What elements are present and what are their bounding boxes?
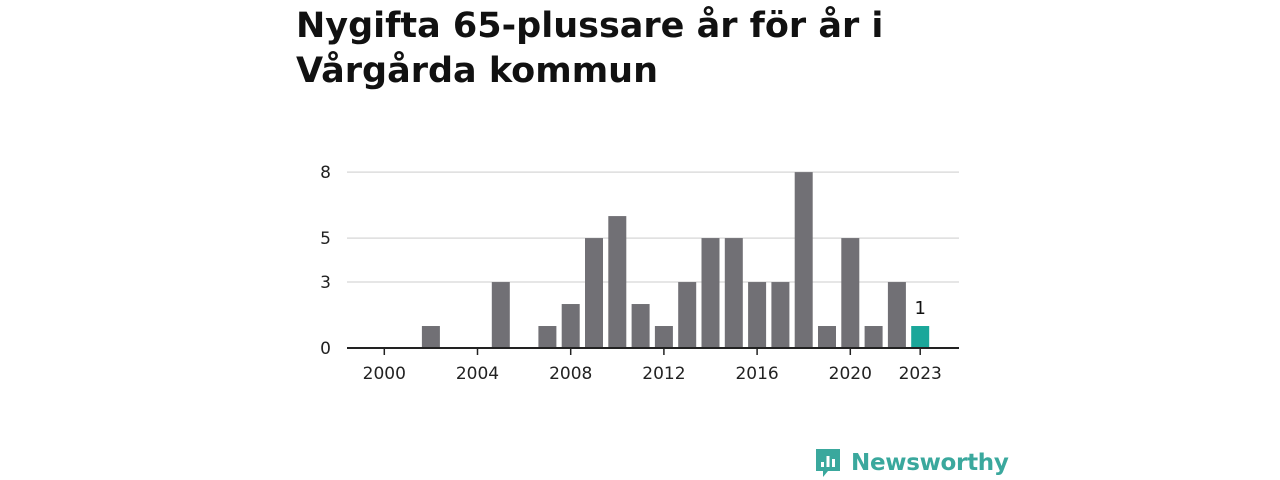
bar-2016 xyxy=(748,282,767,348)
x-tick-label: 2000 xyxy=(363,364,406,384)
bar-2018 xyxy=(794,172,813,348)
y-tick-label: 3 xyxy=(320,273,331,293)
bars xyxy=(421,172,930,348)
bar-2013 xyxy=(678,282,697,348)
chart-title: Nygifta 65-plussare år för år i Vårgårda… xyxy=(296,6,884,91)
x-tick-label: 2023 xyxy=(899,364,942,384)
bar-2007 xyxy=(538,326,557,348)
bar-2022 xyxy=(887,282,906,348)
y-tick-label: 0 xyxy=(320,339,331,359)
bar-2020 xyxy=(841,238,860,348)
x-tick-label: 2008 xyxy=(549,364,592,384)
x-tick-label: 2012 xyxy=(642,364,685,384)
gridlines xyxy=(347,171,959,283)
x-tick-label: 2016 xyxy=(735,364,778,384)
bar-2011 xyxy=(631,304,650,348)
bar-2008 xyxy=(561,304,580,348)
bar-2014 xyxy=(701,238,720,348)
bar-2012 xyxy=(654,326,673,348)
y-tick-label: 8 xyxy=(320,163,331,183)
highlight-data-label: 1 xyxy=(914,298,925,319)
bar-2019 xyxy=(818,326,836,348)
bar-2017 xyxy=(771,282,790,348)
brand-name: Newsworthy xyxy=(851,450,1009,476)
labels: 0 3 5 8 2000 2004 2008 2012 2016 2020 2023 1 xyxy=(320,163,942,384)
newsworthy-logo-icon xyxy=(816,449,840,477)
bar-2002 xyxy=(421,326,440,348)
bar-2023 xyxy=(911,326,930,348)
bar-2005 xyxy=(491,282,510,348)
bar-2015 xyxy=(724,238,743,348)
bar-2010 xyxy=(608,216,627,348)
bar-2021 xyxy=(864,326,883,348)
x-tick-label: 2020 xyxy=(829,364,872,384)
x-tick-label: 2004 xyxy=(456,364,499,384)
axes xyxy=(347,347,959,355)
brand-logo[interactable]: Newsworthy xyxy=(814,446,1009,480)
bar-2009 xyxy=(585,238,603,348)
y-tick-label: 5 xyxy=(320,229,331,249)
